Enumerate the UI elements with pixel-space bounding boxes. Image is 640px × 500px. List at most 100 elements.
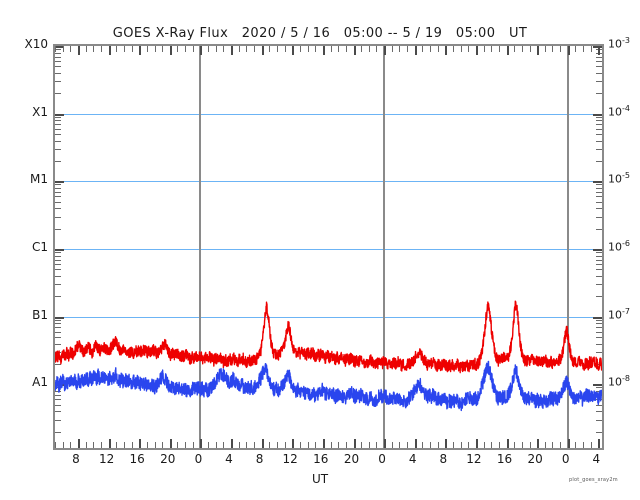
y-axis-minor-tick [596,404,602,406]
y-axis-right-label: 10-6 [608,238,630,254]
plot-area [53,44,604,450]
x-axis-minor-tick [70,442,72,448]
y-axis-minor-tick [55,52,61,54]
x-axis-minor-tick [238,442,240,448]
x-axis-major-tick [292,439,295,448]
x-axis-minor-tick [208,442,210,448]
x-axis-minor-tick [131,442,133,448]
x-axis-minor-tick [590,442,592,448]
flux-traces [55,46,602,448]
y-axis-minor-tick [596,140,602,142]
x-axis-minor-tick [307,442,309,448]
x-axis-minor-tick [430,46,431,52]
y-axis-minor-tick [596,56,602,58]
y-axis-right-label: 10-5 [608,171,630,186]
x-axis-minor-tick [422,46,424,52]
y-axis-major-tick [593,181,602,184]
x-axis-minor-tick [345,442,347,448]
y-axis-right-label: 10-7 [608,306,630,322]
x-axis-major-tick [567,46,570,55]
y-axis-minor-tick [55,56,61,58]
y-axis-minor-tick [596,184,602,186]
y-axis-minor-tick [596,72,602,74]
y-axis-minor-tick [596,161,602,162]
y-axis-minor-tick [55,296,61,298]
x-axis-minor-tick [284,46,286,52]
y-axis-major-tick [593,46,602,48]
x-axis-minor-tick [338,442,340,448]
x-axis-minor-tick [368,46,370,52]
y-axis-minor-tick [55,81,61,83]
x-axis-minor-tick [468,46,470,52]
x-axis-tick-label: 4 [592,452,601,466]
x-axis-tick-label: 12 [466,452,482,466]
y-axis-minor-tick [596,337,602,338]
x-axis-tick-label: 8 [439,452,448,466]
y-axis-minor-tick [596,323,602,325]
day-divider-line [566,46,569,448]
y-axis-minor-tick [55,61,61,62]
x-axis-minor-tick [215,46,217,52]
y-axis-minor-tick [55,255,61,257]
y-axis-minor-tick [596,201,602,203]
y-axis-minor-tick [596,196,602,198]
x-axis-minor-tick [552,46,554,52]
x-axis-major-tick [567,439,570,448]
y-axis-left-label: X10 [24,37,49,51]
y-axis-minor-tick [596,352,602,353]
x-axis-minor-tick [483,46,485,52]
x-axis-major-tick [353,46,356,55]
y-axis-major-tick [55,249,64,251]
y-axis-minor-tick [55,191,61,193]
y-axis-minor-tick [596,81,602,83]
x-axis-tick-label: 8 [72,452,80,466]
x-axis-minor-tick [116,46,118,52]
y-axis-left-label: B1 [32,307,48,322]
y-axis-left-label: M1 [30,172,48,187]
y-axis-minor-tick [55,216,61,218]
x-axis-major-tick [414,46,417,55]
x-axis-major-tick [475,439,478,448]
x-axis-tick-label: 0 [194,452,203,466]
watermark-label: plot_goes_xray2m [569,477,618,483]
x-axis-major-tick [598,46,601,55]
y-axis-minor-tick [55,116,61,118]
x-axis-minor-tick [521,442,523,448]
y-axis-major-tick [593,384,602,387]
y-axis-minor-tick [55,72,61,74]
y-axis-minor-tick [55,128,61,130]
y-axis-minor-tick [55,323,61,325]
x-axis-title: UT [311,472,329,486]
y-axis-minor-tick [596,191,602,193]
x-axis-minor-tick [299,46,301,52]
y-axis-minor-tick [55,134,61,135]
x-axis-tick-label: 12 [98,452,115,466]
x-axis-minor-tick [552,442,554,448]
x-axis-minor-tick [276,46,278,52]
y-axis-minor-tick [596,116,602,118]
x-axis-major-tick [322,439,325,448]
x-axis-minor-tick [407,46,408,52]
x-axis-minor-tick [276,442,278,448]
y-axis-minor-tick [55,331,61,333]
x-axis-major-tick [292,46,295,55]
x-axis-minor-tick [361,442,363,448]
x-axis-minor-tick [544,442,546,448]
x-axis-minor-tick [55,442,56,448]
x-axis-minor-tick [330,46,332,52]
y-axis-minor-tick [55,252,61,254]
x-axis-minor-tick [154,46,156,52]
y-axis-minor-tick [596,411,602,413]
x-axis-major-tick [353,439,356,448]
x-axis-tick-label: 20 [160,452,176,466]
x-axis-tick-label: 0 [378,452,386,466]
x-axis-minor-tick [583,46,584,52]
x-axis-minor-tick [590,46,592,52]
y-axis-minor-tick [55,149,61,150]
y-axis-left-labels: X10 X1 M1 C1 B1 A1 [0,37,49,450]
x-axis-tick-label: 20 [527,452,543,466]
x-axis-minor-tick [55,46,56,52]
y-axis-minor-tick [55,259,61,261]
x-axis-minor-tick [254,46,255,52]
y-axis-minor-tick [596,390,602,392]
